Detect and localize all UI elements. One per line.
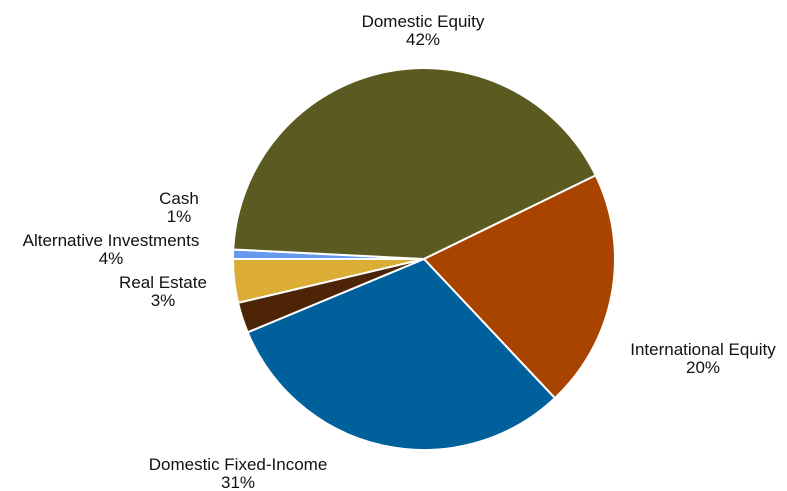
slice-name-domestic-fixed-income: Domestic Fixed-Income — [149, 455, 328, 474]
slice-percent-alternative-investments: 4% — [99, 249, 124, 268]
slice-name-alternative-investments: Alternative Investments — [23, 231, 200, 250]
slice-name-cash: Cash — [159, 189, 199, 208]
slice-percent-cash: 1% — [167, 207, 192, 226]
slice-percent-domestic-equity: 42% — [406, 30, 440, 49]
labels-layer: Cash 1% Domestic Equity 42% International Eq… — [23, 12, 777, 491]
slice-percent-domestic-fixed-income: 31% — [221, 473, 255, 491]
slice-label-international-equity: International Equity 20% — [630, 340, 776, 377]
slice-domestic-fixed-income — [246, 258, 556, 452]
slice-percent-real-estate: 3% — [151, 291, 176, 310]
slices-layer — [232, 67, 616, 452]
slice-international-equity — [423, 174, 616, 400]
slice-alternative-investments — [232, 258, 425, 304]
slice-name-domestic-equity: Domestic Equity — [362, 12, 485, 31]
slice-name-international-equity: International Equity — [630, 340, 776, 359]
slice-label-real-estate: Real Estate 3% — [119, 273, 207, 310]
slice-domestic-equity — [232, 67, 597, 260]
slice-label-domestic-fixed-income: Domestic Fixed-Income 31% — [149, 455, 328, 491]
slice-percent-international-equity: 20% — [686, 358, 720, 377]
slice-name-real-estate: Real Estate — [119, 273, 207, 292]
slice-label-alternative-investments: Alternative Investments 4% — [23, 231, 200, 268]
slice-label-cash: Cash 1% — [159, 189, 199, 226]
slice-label-domestic-equity: Domestic Equity 42% — [362, 12, 485, 49]
